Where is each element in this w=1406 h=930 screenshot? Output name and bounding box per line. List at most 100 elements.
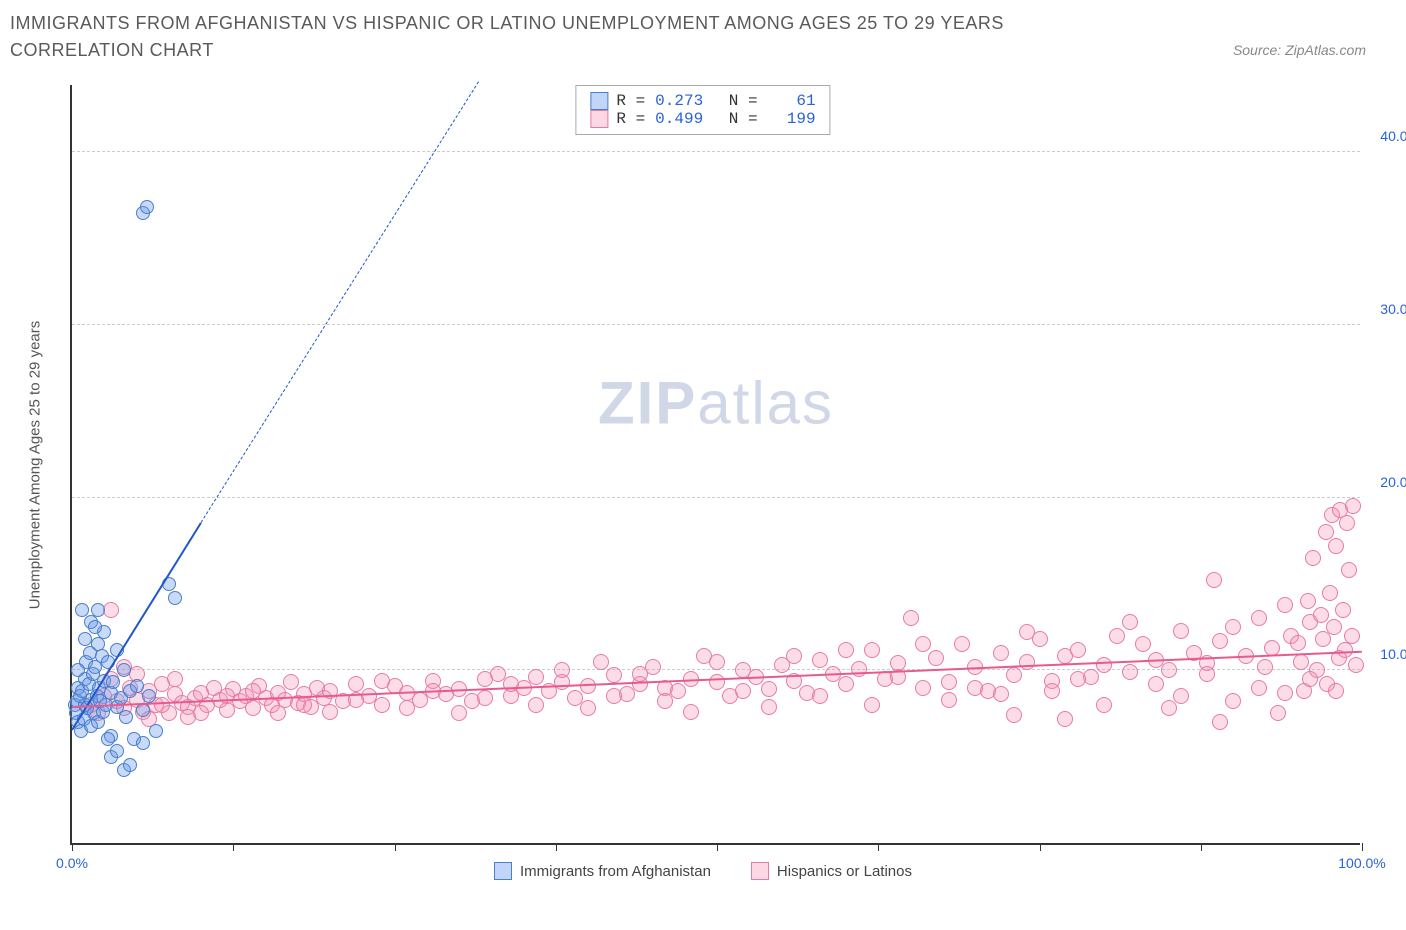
pink-marker [954, 636, 970, 652]
pink-marker [580, 700, 596, 716]
blue-marker [168, 591, 182, 605]
pink-marker [838, 642, 854, 658]
x-tick [717, 843, 718, 851]
x-tick [556, 843, 557, 851]
pink-marker [606, 667, 622, 683]
x-tick [233, 843, 234, 851]
x-tick-label: 0.0% [56, 855, 88, 871]
pink-marker [1290, 635, 1306, 651]
pink-marker [1345, 498, 1361, 514]
pink-marker [838, 676, 854, 692]
source-attribution: Source: ZipAtlas.com [1233, 42, 1366, 58]
pink-marker [1006, 707, 1022, 723]
pink-marker [554, 662, 570, 678]
pink-marker [528, 697, 544, 713]
pink-marker [1225, 693, 1241, 709]
pink-marker [1313, 607, 1329, 623]
pink-marker [1212, 633, 1228, 649]
blue-marker [101, 732, 115, 746]
pink-marker [1257, 659, 1273, 675]
pink-marker [348, 676, 364, 692]
pink-marker [735, 683, 751, 699]
pink-marker [1328, 683, 1344, 699]
pink-marker [657, 693, 673, 709]
blue-marker [142, 689, 156, 703]
x-tick [1201, 843, 1202, 851]
chart-title: IMMIGRANTS FROM AFGHANISTAN VS HISPANIC … [10, 10, 1110, 64]
pink-marker [1096, 657, 1112, 673]
pink-marker [709, 674, 725, 690]
watermark: ZIPatlas [598, 369, 834, 438]
pink-marker [296, 697, 312, 713]
pink-marker [1070, 671, 1086, 687]
blue-marker [71, 663, 85, 677]
pink-marker [1122, 664, 1138, 680]
pink-marker [1206, 572, 1222, 588]
pink-marker [1109, 628, 1125, 644]
pink-marker [219, 688, 235, 704]
pink-marker [283, 674, 299, 690]
gridline [72, 324, 1360, 325]
pink-marker [270, 705, 286, 721]
pink-marker [1326, 619, 1342, 635]
blue-marker [106, 675, 120, 689]
pink-marker [193, 705, 209, 721]
pink-marker [1096, 697, 1112, 713]
pink-marker [1225, 619, 1241, 635]
x-tick [1040, 843, 1041, 851]
blue-marker [130, 679, 144, 693]
pink-marker [928, 650, 944, 666]
pink-marker [1293, 654, 1309, 670]
gridline [72, 151, 1360, 152]
pink-marker [915, 636, 931, 652]
blue-marker [110, 744, 124, 758]
y-tick-label: 40.0% [1380, 128, 1406, 144]
blue-marker [75, 603, 89, 617]
pink-marker [941, 674, 957, 690]
pink-marker [1161, 700, 1177, 716]
pink-marker [670, 683, 686, 699]
pink-marker [1335, 602, 1351, 618]
pink-marker [245, 683, 261, 699]
pink-marker [1339, 515, 1355, 531]
pink-marker [709, 654, 725, 670]
pink-marker [1057, 711, 1073, 727]
pink-marker [1251, 610, 1267, 626]
pink-marker [503, 676, 519, 692]
swatch-blue-icon [590, 92, 608, 110]
pink-marker [915, 680, 931, 696]
pink-marker [1161, 662, 1177, 678]
blue-marker [91, 603, 105, 617]
gridline [72, 497, 1360, 498]
pink-marker [786, 648, 802, 664]
pink-marker [528, 669, 544, 685]
pink-marker [1348, 657, 1364, 673]
blue-marker [149, 724, 163, 738]
swatch-pink-icon [751, 862, 769, 880]
pink-marker [1300, 593, 1316, 609]
plot-area: ZIPatlas 10.0%20.0%30.0%40.0%0.0%100.0% [70, 85, 1360, 845]
pink-marker [1277, 597, 1293, 613]
pink-marker [1122, 614, 1138, 630]
pink-marker [1318, 524, 1334, 540]
y-axis-label: Unemployment Among Ages 25 to 29 years [27, 321, 44, 610]
pink-marker [864, 642, 880, 658]
pink-marker [322, 704, 338, 720]
pink-marker [761, 699, 777, 715]
pink-marker [1344, 628, 1360, 644]
pink-marker [1199, 666, 1215, 682]
legend-item-pink: Hispanics or Latinos [751, 862, 912, 880]
pink-marker [593, 654, 609, 670]
pink-marker [993, 645, 1009, 661]
pink-marker [1302, 671, 1318, 687]
pink-marker [761, 681, 777, 697]
pink-marker [967, 680, 983, 696]
pink-marker [812, 688, 828, 704]
pink-marker [683, 704, 699, 720]
legend: Immigrants from Afghanistan Hispanics or… [494, 862, 912, 880]
trend-line [201, 82, 479, 523]
blue-marker [88, 620, 102, 634]
pink-marker [1277, 685, 1293, 701]
pink-marker [167, 671, 183, 687]
stats-box: R = 0.273 N = 61 R = 0.499 N = 199 [575, 85, 830, 135]
